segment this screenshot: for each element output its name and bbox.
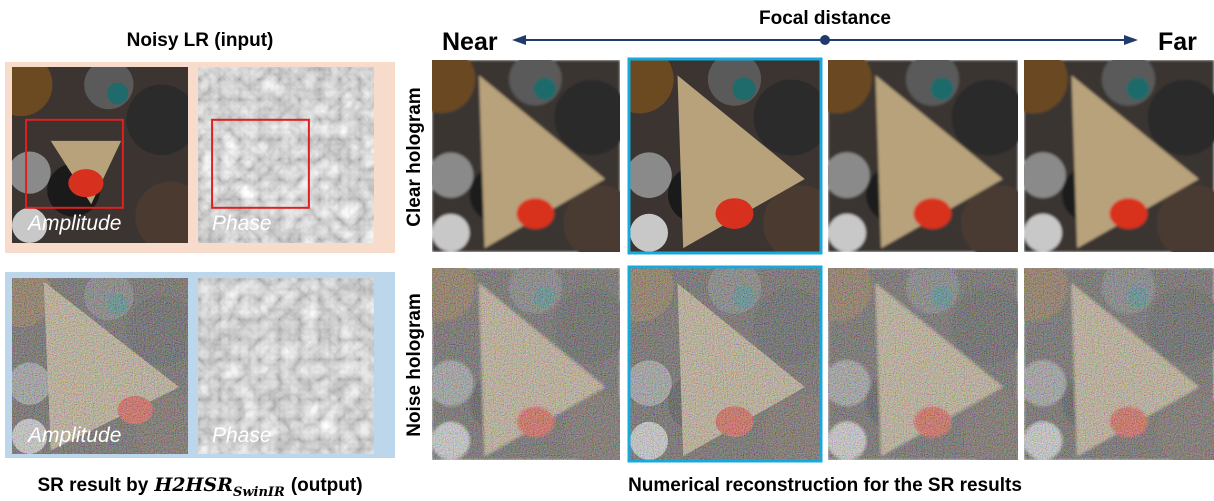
caption-method: H2HSR <box>153 474 233 496</box>
image <box>999 45 1214 261</box>
shape <box>432 214 470 252</box>
shape <box>754 80 830 156</box>
noise <box>828 268 1018 460</box>
shape <box>626 152 672 198</box>
caption-subscript: SwinIR <box>233 485 285 500</box>
shape <box>763 185 839 261</box>
axis-title: Focal distance <box>759 8 891 29</box>
image <box>605 45 839 261</box>
scene <box>408 45 639 260</box>
shape <box>1024 214 1062 252</box>
noise <box>432 268 620 460</box>
shape <box>107 83 128 104</box>
axis-end: Far <box>1158 28 1197 56</box>
image-label: Phase <box>212 424 272 447</box>
shape <box>509 53 562 106</box>
shape <box>8 151 50 193</box>
arrow-head <box>512 35 526 45</box>
noise <box>1024 268 1214 460</box>
scene <box>803 45 1037 261</box>
shape <box>716 198 754 229</box>
shape <box>1110 198 1148 229</box>
shape <box>1102 53 1155 106</box>
image <box>803 45 1037 261</box>
axis-start: Near <box>442 28 498 56</box>
shape <box>824 152 870 198</box>
image <box>408 253 639 468</box>
caption-prefix: SR result by <box>37 475 148 496</box>
shape <box>914 198 952 229</box>
image <box>605 253 839 469</box>
scene <box>605 45 839 261</box>
arrow-head <box>1124 35 1138 45</box>
image-label: Phase <box>212 212 272 235</box>
row-label: Clear hologram <box>404 87 425 226</box>
row-label: Noise hologram <box>404 293 425 437</box>
recon-caption: Numerical reconstruction for the SR resu… <box>628 475 1022 496</box>
shape <box>630 214 668 252</box>
axis-dot <box>820 35 830 45</box>
shape <box>1127 77 1150 100</box>
shape <box>68 169 103 197</box>
image <box>999 253 1214 469</box>
shape <box>952 80 1028 156</box>
shape <box>1020 152 1066 198</box>
shape <box>534 78 557 101</box>
shape <box>906 53 959 106</box>
shape <box>554 80 629 155</box>
image-label: Amplitude <box>26 212 121 235</box>
shape <box>931 77 954 100</box>
shape <box>517 198 555 229</box>
caption-suffix: (output) <box>291 475 363 496</box>
noise <box>630 268 820 460</box>
input-title: Noisy LR (input) <box>127 30 274 51</box>
shape <box>126 85 196 155</box>
scene <box>999 45 1214 261</box>
shape <box>84 60 133 109</box>
shape <box>428 153 473 198</box>
image <box>408 45 639 260</box>
shape <box>733 77 756 100</box>
image <box>803 253 1037 469</box>
shape <box>708 53 761 106</box>
figure: Noisy LR (input) Amplitude Phase Amplitu… <box>0 0 1214 501</box>
shape <box>828 214 866 252</box>
image-label: Amplitude <box>26 424 121 447</box>
